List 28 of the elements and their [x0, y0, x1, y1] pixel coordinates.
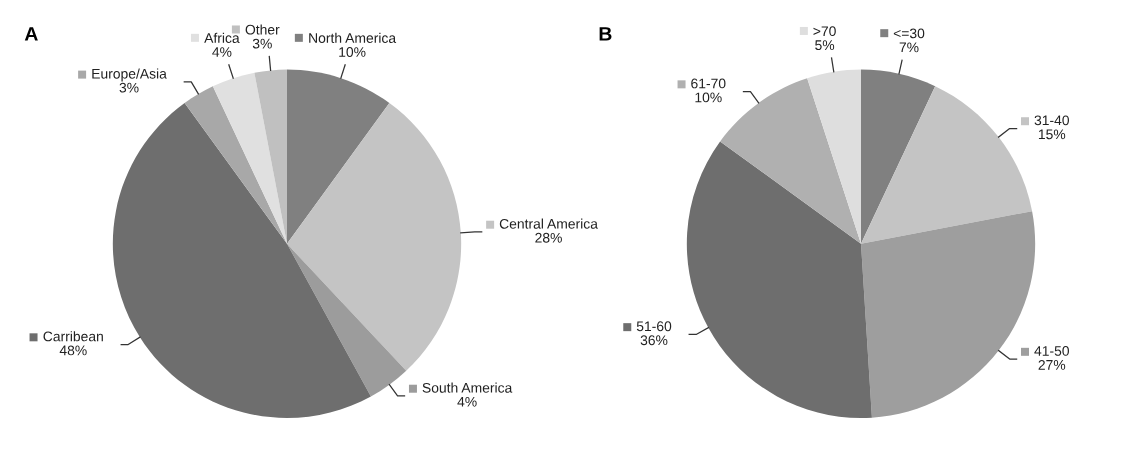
data-label: 27%: [1038, 359, 1066, 370]
legend-label: Carribean: [43, 331, 103, 342]
legend-label: Europe/Asia: [92, 68, 167, 82]
data-label: 3%: [119, 82, 139, 93]
data-label: 10%: [339, 47, 366, 57]
legend-label: 41-50: [1034, 346, 1069, 356]
chart-title: B: [599, 27, 612, 41]
chart-title: A: [24, 27, 38, 41]
data-label: 4%: [457, 396, 477, 407]
legend-label: >70: [813, 26, 836, 37]
legend-label: Central America: [499, 218, 598, 229]
legend-label: Other: [245, 24, 280, 35]
legend-label: 51-60: [636, 321, 672, 332]
data-label: 4%: [212, 47, 232, 57]
data-label: 10%: [695, 92, 722, 103]
data-label: 28%: [535, 232, 562, 243]
data-label: 7%: [899, 42, 919, 53]
legend-label: 31-40: [1034, 115, 1069, 126]
legend-label: Africa: [204, 32, 240, 43]
legend-label: 61-70: [691, 78, 726, 89]
data-label: 36%: [640, 335, 668, 346]
legend-label: <=30: [893, 28, 925, 39]
data-label: 48%: [59, 345, 87, 356]
legend-label: South America: [422, 382, 513, 393]
data-label: 5%: [815, 40, 835, 51]
data-label: 15%: [1038, 129, 1066, 140]
legend-label: North America: [309, 32, 397, 43]
data-label: 3%: [252, 38, 272, 49]
